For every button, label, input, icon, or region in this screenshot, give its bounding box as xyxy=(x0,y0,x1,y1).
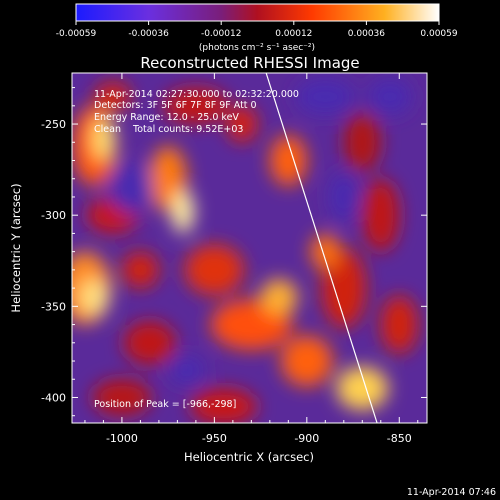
y-tick-label: -300 xyxy=(41,209,66,222)
info-total-counts: Clean Total counts: 9.52E+03 xyxy=(94,124,243,135)
plot-frame xyxy=(71,72,428,424)
emission-blob xyxy=(321,248,366,329)
emission-blob xyxy=(171,189,195,234)
timestamp: 11-Apr-2014 07:46 xyxy=(407,487,496,498)
solar-limb-line xyxy=(265,73,378,423)
y-tick-label: -350 xyxy=(41,300,66,313)
emission-blob xyxy=(79,279,109,316)
y-tick-label: -250 xyxy=(41,118,66,131)
y-axis-ticks: -250 -300 -350 -400 xyxy=(41,87,427,417)
info-detectors: Detectors: 3F 5F 6F 7F 8F 9F Att 0 xyxy=(94,100,257,111)
info-energy-range: Energy Range: 12.0 - 25.0 keV xyxy=(94,112,239,123)
info-time-range: 11-Apr-2014 02:27:30.000 to 02:32:20.000 xyxy=(94,89,299,100)
emission-blob xyxy=(94,82,132,112)
x-axis-ticks: -1000 -950 -900 -850 xyxy=(84,73,419,445)
colorbar-units: (photons cm⁻² s⁻¹ asec⁻²) xyxy=(199,43,315,53)
emission-blob xyxy=(184,244,244,296)
x-tick-label: -900 xyxy=(294,432,319,445)
colorbar-tick-label: -0.00012 xyxy=(201,29,241,39)
colorbar-tick-label: 0.00012 xyxy=(275,29,312,39)
emission-blob xyxy=(92,379,152,416)
colorbar-tick-label: -0.00059 xyxy=(56,29,97,39)
colorbar-ticks: -0.00059 -0.00036 -0.00012 0.00012 0.00036 0.… xyxy=(56,21,458,39)
emission-blob xyxy=(310,233,341,270)
emission-blob xyxy=(123,320,176,365)
emission-blob xyxy=(343,113,381,172)
emission-blob xyxy=(280,335,333,387)
peak-position-label: Position of Peak = [-966,-298] xyxy=(94,399,236,410)
low-intensity-patch xyxy=(367,78,413,115)
emission-blob xyxy=(92,116,115,161)
emission-blob xyxy=(121,251,159,289)
emission-blob xyxy=(190,388,257,423)
colorbar-tick-label: 0.00036 xyxy=(348,29,385,39)
emission-blob xyxy=(362,178,400,252)
x-tick-label: -850 xyxy=(387,432,412,445)
low-intensity-patch xyxy=(328,171,359,223)
x-tick-label: -1000 xyxy=(106,432,138,445)
x-tick-label: -950 xyxy=(202,432,227,445)
heatmap-area xyxy=(72,73,427,423)
chart-title: Reconstructed RHESSI Image xyxy=(140,54,359,72)
emission-blob xyxy=(227,105,257,143)
emission-blob xyxy=(162,87,230,125)
emission-blob xyxy=(336,366,389,411)
colorbar-tick-label: -0.00036 xyxy=(128,29,169,39)
y-tick-label: -400 xyxy=(41,391,66,404)
emission-blob xyxy=(260,279,298,316)
colorbar: -0.00059 -0.00036 -0.00012 0.00012 0.00036 0.… xyxy=(56,3,458,53)
colorbar-tick-label: 0.00059 xyxy=(420,29,457,39)
colorbar-gradient xyxy=(75,3,440,22)
low-intensity-patch xyxy=(108,162,154,214)
x-axis-label: Heliocentric X (arcsec) xyxy=(184,450,314,464)
emission-blob xyxy=(380,295,418,354)
low-intensity-patch xyxy=(168,355,206,385)
low-intensity-patch xyxy=(295,78,355,115)
y-axis-label: Heliocentric Y (arcsec) xyxy=(9,183,23,312)
info-block: 11-Apr-2014 02:27:30.000 to 02:32:20.000… xyxy=(94,89,299,135)
